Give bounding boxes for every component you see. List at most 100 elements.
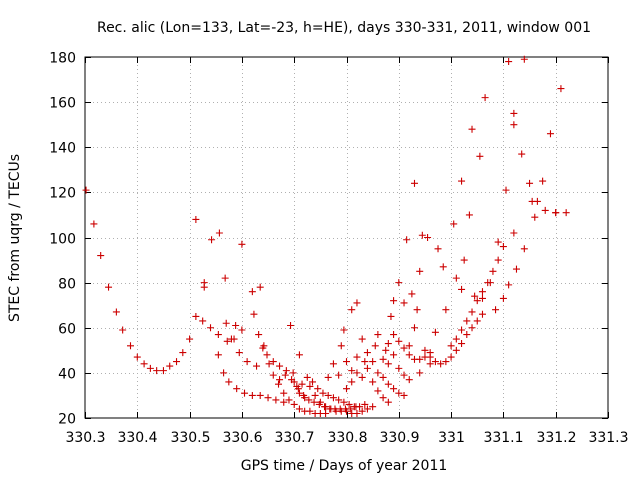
data-point	[281, 371, 289, 379]
data-point	[400, 371, 408, 379]
data-point	[384, 360, 392, 368]
y-tick-labels: 20 40 60 80 100 120 140 160 180	[49, 51, 76, 428]
data-point	[306, 407, 314, 415]
grid-lines	[85, 57, 608, 418]
data-point	[363, 405, 371, 413]
y-axis-title: STEC from uqrg / TECUs	[7, 154, 23, 322]
data-point	[379, 394, 387, 402]
data-points	[82, 55, 570, 417]
y-tick-label: 180	[49, 51, 76, 67]
data-point	[179, 349, 187, 357]
data-point	[431, 358, 439, 366]
data-point	[316, 398, 324, 406]
data-point	[478, 294, 486, 302]
data-point	[452, 346, 460, 354]
data-point	[309, 378, 317, 386]
x-tick-label: 331.1	[483, 430, 523, 446]
data-point	[221, 274, 229, 282]
data-point	[434, 245, 442, 253]
data-point	[235, 349, 243, 357]
data-point	[390, 331, 398, 339]
data-point	[248, 391, 256, 399]
data-point	[546, 130, 554, 138]
data-point	[280, 389, 288, 397]
data-point	[520, 55, 528, 63]
data-point	[192, 215, 200, 223]
data-point	[416, 267, 424, 275]
data-point	[492, 306, 500, 314]
data-point	[340, 326, 348, 334]
data-point	[288, 376, 296, 384]
data-point	[371, 342, 379, 350]
data-point	[395, 279, 403, 287]
data-point	[287, 321, 295, 329]
data-point	[510, 109, 518, 117]
data-point	[256, 283, 264, 291]
data-point	[133, 353, 141, 361]
data-point	[153, 367, 161, 375]
data-point	[335, 396, 343, 404]
y-tick-label: 160	[49, 96, 76, 112]
data-point	[369, 378, 377, 386]
data-point	[528, 197, 536, 205]
data-point	[363, 364, 371, 372]
data-point	[358, 407, 366, 415]
data-point	[442, 306, 450, 314]
data-point	[395, 364, 403, 372]
data-point	[460, 256, 468, 264]
x-tick-label: 330.4	[117, 430, 157, 446]
data-point	[458, 340, 466, 348]
x-tick-label: 331.3	[588, 430, 628, 446]
data-point	[552, 209, 560, 217]
data-point	[140, 360, 148, 368]
data-point	[253, 362, 261, 370]
data-point	[481, 94, 489, 102]
data-point	[127, 342, 135, 350]
data-point	[289, 369, 297, 377]
data-point	[489, 267, 497, 275]
data-point	[322, 409, 330, 417]
y-tick-label: 40	[58, 367, 76, 383]
plot-frame	[84, 56, 609, 419]
data-point	[250, 310, 258, 318]
data-point	[400, 391, 408, 399]
data-point	[112, 308, 120, 316]
data-point	[390, 297, 398, 305]
data-point	[473, 317, 481, 325]
data-point	[265, 360, 273, 368]
data-point	[276, 362, 284, 370]
data-point	[353, 369, 361, 377]
data-point	[431, 328, 439, 336]
data-point	[214, 331, 222, 339]
data-point	[225, 378, 233, 386]
y-tick-label: 20	[58, 412, 76, 428]
data-point	[531, 213, 539, 221]
data-point	[369, 358, 377, 366]
data-point	[416, 369, 424, 377]
data-point	[520, 245, 528, 253]
data-point	[199, 317, 207, 325]
data-point	[400, 299, 408, 307]
data-point	[311, 391, 319, 399]
data-point	[269, 358, 277, 366]
data-point	[363, 349, 371, 357]
data-point	[337, 342, 345, 350]
data-point	[426, 353, 434, 361]
data-point	[272, 396, 280, 404]
data-point	[314, 385, 322, 393]
data-point	[329, 394, 337, 402]
data-point	[324, 391, 332, 399]
data-point	[478, 310, 486, 318]
data-point	[319, 389, 327, 397]
data-point	[452, 274, 460, 282]
data-point	[340, 398, 348, 406]
data-point	[387, 312, 395, 320]
x-tick-label: 331	[438, 430, 465, 446]
x-axis-title: GPS time / Days of year 2011	[241, 458, 448, 474]
data-point	[285, 396, 293, 404]
data-point	[263, 351, 271, 359]
data-point	[458, 326, 466, 334]
data-point	[293, 382, 301, 390]
data-point	[347, 405, 355, 413]
data-point	[468, 308, 476, 316]
